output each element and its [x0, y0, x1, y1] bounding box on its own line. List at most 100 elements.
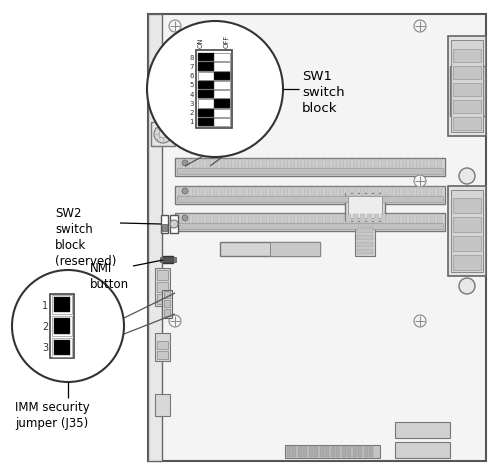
Bar: [206, 159, 211, 169]
Bar: [453, 218, 481, 232]
Bar: [355, 225, 375, 257]
Bar: [287, 446, 291, 457]
Bar: [185, 159, 190, 169]
Bar: [52, 338, 72, 357]
Bar: [199, 188, 204, 197]
Bar: [198, 91, 230, 99]
Bar: [395, 215, 400, 224]
Bar: [213, 159, 218, 169]
Bar: [157, 351, 168, 359]
Bar: [332, 215, 337, 224]
Bar: [402, 215, 407, 224]
Bar: [198, 109, 230, 118]
Bar: [157, 270, 168, 280]
Bar: [357, 236, 373, 240]
Bar: [155, 333, 170, 361]
Bar: [234, 188, 239, 197]
Bar: [325, 159, 330, 169]
Bar: [381, 159, 386, 169]
Bar: [416, 215, 421, 224]
Text: 7: 7: [190, 64, 194, 69]
Bar: [262, 159, 267, 169]
Bar: [325, 215, 330, 224]
Bar: [381, 215, 386, 224]
Bar: [293, 446, 297, 457]
Bar: [148, 15, 486, 461]
Bar: [234, 215, 239, 224]
Bar: [374, 159, 379, 169]
Bar: [198, 54, 214, 62]
Bar: [353, 159, 358, 169]
Bar: [453, 50, 481, 63]
Bar: [160, 258, 163, 262]
Text: 3: 3: [190, 100, 194, 107]
Bar: [283, 188, 288, 197]
Bar: [298, 446, 302, 457]
Bar: [318, 159, 323, 169]
Bar: [164, 309, 170, 317]
Bar: [423, 159, 428, 169]
Text: 8: 8: [190, 55, 194, 60]
Bar: [358, 446, 362, 457]
Text: ON: ON: [198, 37, 204, 48]
Bar: [185, 215, 190, 224]
Bar: [395, 422, 450, 438]
Bar: [339, 159, 344, 169]
Bar: [353, 446, 357, 457]
Bar: [175, 159, 445, 177]
Bar: [192, 159, 197, 169]
Bar: [303, 446, 307, 457]
Bar: [198, 81, 230, 90]
Bar: [453, 118, 481, 131]
Bar: [345, 194, 385, 221]
Bar: [255, 159, 260, 169]
Bar: [248, 188, 253, 197]
Bar: [178, 159, 183, 169]
Bar: [157, 294, 168, 304]
Bar: [450, 67, 485, 117]
Bar: [177, 224, 443, 229]
Bar: [283, 159, 288, 169]
Bar: [395, 442, 450, 458]
Text: SW1
switch
block: SW1 switch block: [302, 69, 345, 114]
Bar: [402, 188, 407, 197]
Bar: [290, 159, 295, 169]
Bar: [213, 188, 218, 197]
Bar: [177, 197, 443, 203]
Bar: [234, 159, 239, 169]
Bar: [192, 215, 197, 224]
Bar: [360, 159, 365, 169]
Bar: [451, 190, 483, 272]
Bar: [155, 394, 170, 416]
Bar: [402, 159, 407, 169]
Circle shape: [169, 21, 181, 33]
Bar: [206, 215, 211, 224]
Text: OFF: OFF: [224, 35, 230, 48]
Bar: [52, 317, 72, 336]
Bar: [311, 188, 316, 197]
Bar: [367, 188, 372, 197]
Bar: [198, 63, 230, 71]
Circle shape: [182, 188, 188, 195]
Bar: [55, 318, 70, 334]
Text: 4: 4: [190, 91, 194, 98]
Bar: [409, 188, 414, 197]
Bar: [370, 446, 374, 457]
Bar: [342, 446, 346, 457]
Bar: [155, 268, 170, 307]
Bar: [430, 215, 435, 224]
Bar: [241, 188, 246, 197]
Bar: [453, 67, 481, 80]
Bar: [52, 296, 72, 315]
Circle shape: [459, 278, 475, 294]
Bar: [248, 215, 253, 224]
Bar: [227, 188, 232, 197]
Bar: [198, 81, 214, 90]
Bar: [248, 159, 253, 169]
Bar: [332, 188, 337, 197]
Circle shape: [159, 131, 167, 139]
Bar: [262, 215, 267, 224]
Bar: [162, 225, 167, 231]
Bar: [214, 100, 230, 108]
Bar: [164, 300, 170, 307]
